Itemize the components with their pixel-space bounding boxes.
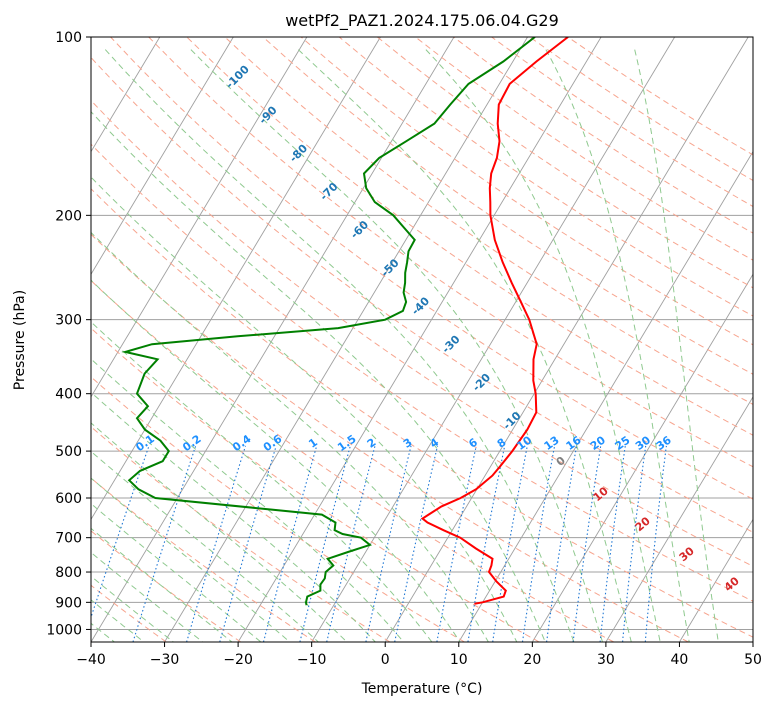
plot-frame (91, 37, 753, 642)
mixing-ratio-label: 2 (365, 436, 379, 451)
y-tick-label: 700 (55, 531, 82, 547)
dry-adiabat-label: -90 (256, 103, 279, 126)
dry-adiabat (0, 37, 315, 642)
mixing-ratio-label: 20 (588, 433, 608, 453)
temperature-line (423, 37, 569, 604)
dry-adiabat (415, 37, 775, 642)
mixing-ratio-line (493, 446, 528, 642)
dry-adiabat-label: -70 (317, 180, 340, 203)
dry-adiabat-label: -10 (500, 409, 523, 432)
dry-adiabat (0, 37, 465, 642)
dry-adiabat-label: -50 (378, 256, 401, 279)
moist-adiabat-label: 30 (677, 544, 697, 564)
moist-adiabat (0, 202, 203, 642)
x-tick-label: −20 (223, 652, 253, 668)
y-tick-label: 100 (55, 30, 82, 46)
x-tick-label: 50 (744, 652, 762, 668)
moist-adiabat (0, 50, 460, 642)
x-tick-label: 10 (450, 652, 468, 668)
mixing-ratio-line (645, 446, 666, 642)
x-tick-label: −10 (297, 652, 327, 668)
mixing-ratio-label: 1 (306, 436, 320, 451)
mixing-ratio-label: 16 (564, 433, 584, 453)
moist-adiabat-label: 0 (554, 454, 568, 469)
x-tick-label: −40 (76, 652, 106, 668)
dry-adiabat (263, 37, 775, 642)
dry-adiabat (339, 37, 775, 642)
mixing-ratio-label: 8 (495, 436, 509, 451)
mixing-ratio-line (220, 446, 276, 642)
y-tick-label: 800 (55, 565, 82, 581)
dry-adiabat (377, 37, 775, 642)
y-axis: 100 200 300 400 500 600 700 800 900 1000 (46, 30, 91, 638)
isotherm (0, 37, 307, 642)
x-axis: −40 −30 −20 −10 0 10 20 30 40 50 (76, 642, 762, 668)
isotherm (459, 37, 775, 642)
mixing-ratio-label: 25 (613, 434, 633, 453)
isotherm (753, 37, 775, 642)
mixing-ratio-label: 4 (427, 436, 441, 451)
isotherm (0, 37, 13, 642)
dry-adiabat-label: -30 (439, 332, 462, 355)
x-tick-label: 20 (523, 652, 541, 668)
moist-adiabat (0, 114, 347, 642)
mixing-ratio-line (573, 446, 601, 642)
moist-adiabat (0, 73, 404, 642)
moist-adiabat (546, 50, 689, 642)
mixing-ratio-line (133, 446, 196, 642)
x-tick-label: 0 (381, 652, 390, 668)
isotherm (312, 37, 675, 642)
moist-adiabat (426, 50, 660, 642)
y-axis-label: Pressure (hPa) (12, 290, 28, 390)
mixing-ratio-label: 3 (401, 436, 415, 451)
isotherm (532, 37, 775, 642)
isotherm (238, 37, 601, 642)
dry-adiabat (301, 37, 775, 642)
dry-adiabat (0, 37, 614, 642)
mixing-ratio-line (623, 446, 646, 642)
mixing-ratio-line (366, 446, 411, 642)
dry-adiabat (73, 37, 775, 642)
y-tick-label: 400 (55, 387, 82, 403)
x-tick-label: 40 (671, 652, 689, 668)
mixing-ratio-label: 6 (466, 436, 480, 451)
x-tick-label: 30 (597, 652, 615, 668)
y-tick-label: 300 (55, 313, 82, 329)
moist-adiabat (0, 94, 375, 642)
isotherm (165, 37, 528, 642)
dry-adiabat-label: -60 (348, 218, 371, 241)
dry-adiabat-label: -100 (223, 62, 252, 91)
x-tick-label: −30 (150, 652, 180, 668)
chart-title: wetPf2_PAZ1.2024.175.06.04.G29 (285, 11, 559, 31)
y-tick-label: 200 (55, 208, 82, 224)
mixing-ratio-line (83, 446, 149, 642)
dry-adiabat (454, 37, 775, 642)
dry-adiabat-label: -20 (470, 371, 493, 394)
moist-adiabat-label: 40 (722, 574, 742, 594)
y-tick-label: 900 (55, 595, 82, 611)
mixing-ratio-line (600, 446, 625, 642)
y-tick-label: 500 (55, 444, 82, 460)
mixing-ratio-label: 13 (542, 434, 562, 453)
background-lines (0, 37, 775, 642)
mixing-ratio-label: 36 (654, 433, 674, 453)
dry-adiabat (492, 37, 775, 642)
moist-adiabat (0, 133, 318, 642)
moist-adiabat (298, 50, 631, 642)
mixing-ratio-line (547, 446, 577, 642)
mixing-ratio-line (395, 446, 438, 642)
x-axis-label: Temperature (°C) (361, 681, 483, 697)
y-tick-label: 600 (55, 491, 82, 507)
dry-adiabat-label: -40 (409, 294, 432, 317)
y-tick-label: 1000 (46, 622, 82, 638)
